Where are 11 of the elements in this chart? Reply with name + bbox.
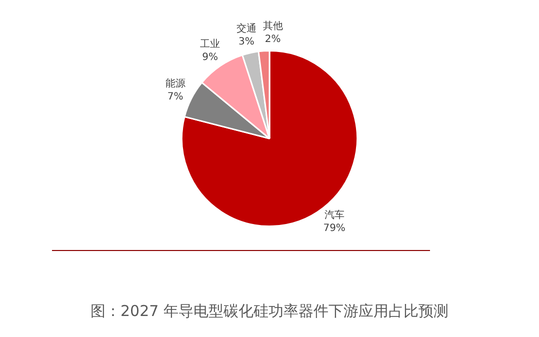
slice-label: 工业: [200, 38, 220, 50]
data-label: 7%: [167, 92, 184, 103]
data-label: 9%: [202, 52, 218, 64]
slice-label: 交通: [236, 22, 256, 34]
slice-label: 其他: [262, 20, 283, 32]
slice-label: 汽车: [324, 209, 344, 222]
data-label: 79%: [323, 223, 346, 234]
data-label: 3%: [238, 36, 254, 48]
slice-label: 能源: [165, 78, 186, 90]
text: 图：2027 年导电型碳化硅功率器件下游应用占比预测: [90, 302, 450, 321]
data-label: 2%: [264, 34, 281, 46]
